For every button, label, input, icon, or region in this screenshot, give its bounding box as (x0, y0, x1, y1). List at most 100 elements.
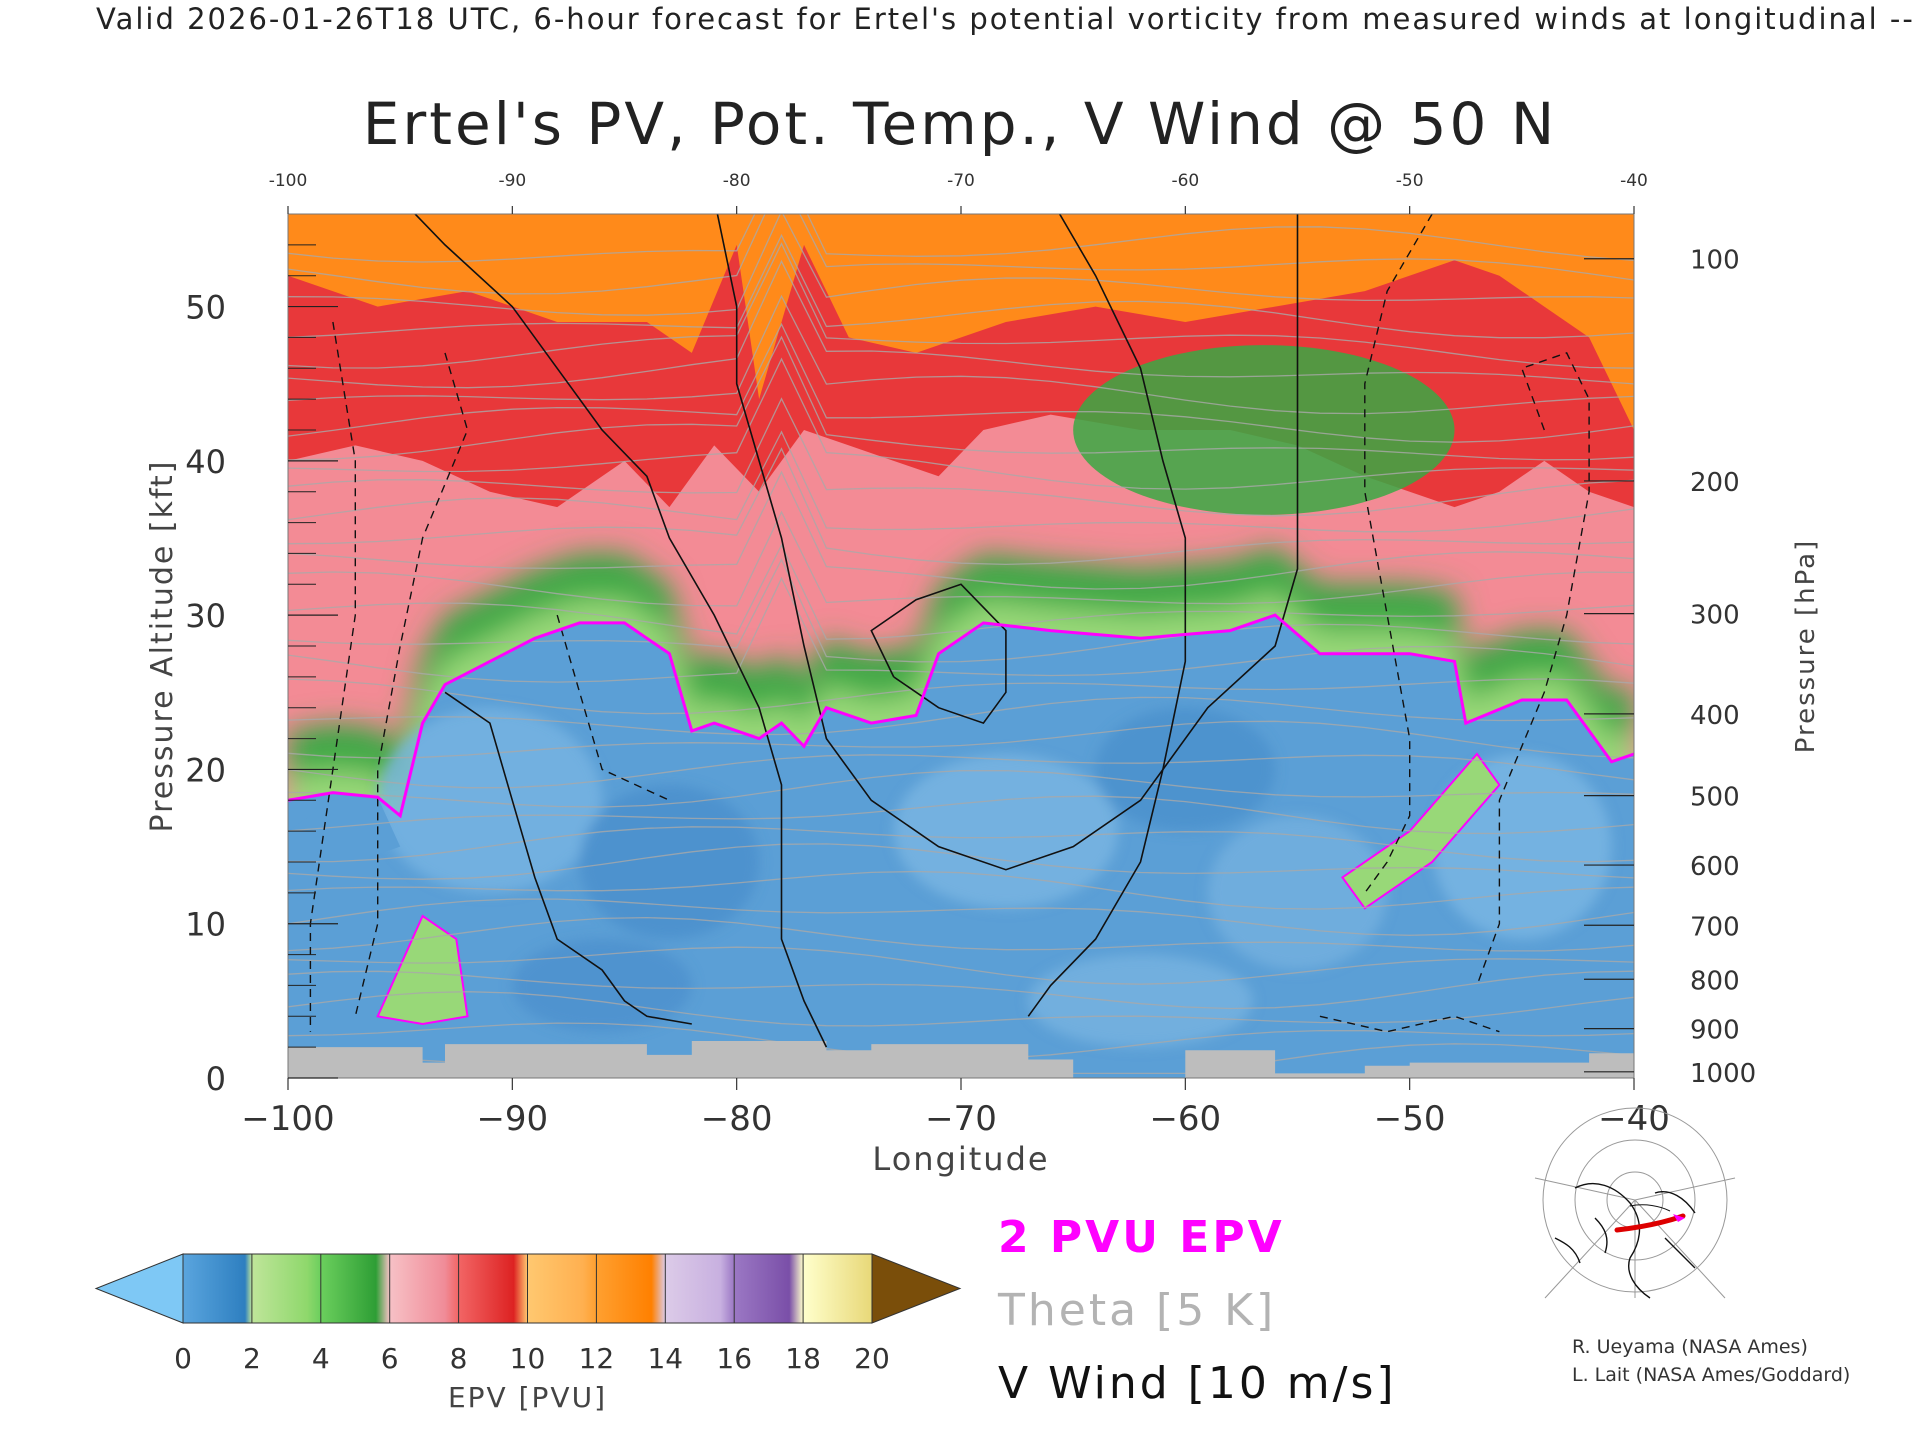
x-tick-label-top: -40 (1620, 171, 1648, 191)
pressure-tick-label: 900 (1690, 1016, 1740, 1046)
y-tick-label: 20 (185, 751, 226, 789)
credit-line-2: L. Lait (NASA Ames/Goddard) (1572, 1364, 1851, 1386)
chart-title: Ertel's PV, Pot. Temp., V Wind @ 50 N (362, 90, 1558, 158)
theta-contour (288, 916, 1634, 952)
axis-ticks (287, 206, 1635, 1090)
theta-contour (288, 397, 1634, 517)
x-tick-label-top: -90 (498, 171, 526, 191)
y-tick-label: 10 (185, 906, 226, 944)
pressure-tick-label: 600 (1690, 852, 1740, 882)
theta-contour (288, 898, 1634, 936)
y-tick-label: 40 (185, 443, 226, 481)
colorbar-tick-label: 6 (381, 1342, 399, 1375)
colorbar-tick-label: 12 (579, 1342, 615, 1375)
theta-contour (288, 242, 1634, 369)
y-tick-label: 50 (185, 289, 226, 327)
colorbar-tick-label: 4 (312, 1342, 330, 1375)
theta-contour (288, 946, 1634, 985)
pressure-tick-label: 100 (1690, 246, 1740, 276)
theta-contour (288, 510, 1634, 607)
theta-contour (288, 294, 1634, 415)
x-tick-label: −60 (1149, 1099, 1221, 1139)
theta-contour (288, 678, 1634, 715)
axis-labels: −100 -100 −90 -90 −80 -80 −70 -70 −60 -60 −50 -50 −4… (145, 171, 1821, 1178)
vwind-contour (413, 214, 828, 1048)
theta-contour (288, 769, 1634, 808)
x-axis-label: Longitude (872, 1140, 1049, 1178)
pressure-tick-label: 700 (1690, 912, 1740, 942)
vwind-contour (870, 583, 1007, 725)
vwind-contour-negative (1319, 1015, 1500, 1033)
colorbar-over-arrow (871, 1253, 962, 1324)
pressure-tick-label: 200 (1690, 468, 1740, 498)
theta-contour (288, 214, 1634, 316)
pv-field (288, 214, 1634, 1078)
theta-contour (288, 214, 1634, 263)
ground-mask (288, 1041, 1634, 1078)
vwind-contour-negative (309, 321, 356, 1032)
theta-contour (288, 795, 1634, 835)
x-tick-label-top: -60 (1171, 171, 1199, 191)
x-tick-label: −50 (1374, 1099, 1446, 1139)
pressure-tick-label: 400 (1690, 701, 1740, 731)
x-tick-label-top: -100 (269, 171, 308, 191)
legend-2pvu: 2 PVU EPV (998, 1212, 1285, 1263)
x-tick-label-top: -70 (947, 171, 975, 191)
x-tick-label-top: -80 (723, 171, 751, 191)
vwind-contour (1027, 214, 1187, 1017)
x-tick-label: −80 (701, 1099, 773, 1139)
pressure-tick-label: 1000 (1690, 1059, 1756, 1089)
x-tick-label: −100 (241, 1099, 334, 1139)
x-tick-label: −40 (1598, 1099, 1670, 1139)
colorbar-tick-label: 16 (716, 1342, 752, 1375)
legend-vwind: V Wind [10 m/s] (998, 1358, 1397, 1409)
colorbar-tick-label: 14 (647, 1342, 683, 1375)
colorbar: 0 2 4 6 8 10 12 14 16 18 20 EPV [PVU] (94, 1253, 962, 1414)
theta-contour (288, 870, 1634, 910)
y-tick-label: 30 (185, 597, 226, 635)
colorbar-tick-label: 0 (174, 1342, 192, 1375)
vwind-contour (444, 691, 692, 1025)
colorbar-label: EPV [PVU] (448, 1381, 607, 1414)
colorbar-under-arrow (94, 1253, 184, 1324)
pressure-axis-label: Pressure [hPa] (1791, 539, 1821, 754)
theta-contour (288, 558, 1634, 663)
x-tick-label: −70 (925, 1099, 997, 1139)
colorbar-tick-label: 10 (510, 1342, 546, 1375)
colorbar-tick-label: 18 (785, 1342, 821, 1375)
colorbar-tick-label: 8 (450, 1342, 468, 1375)
theta-contour (288, 335, 1634, 461)
theta-contour (288, 543, 1634, 640)
header-text: Valid 2026-01-26T18 UTC, 6-hour forecast… (96, 2, 1920, 36)
colorbar-tick-label: 2 (243, 1342, 261, 1375)
legend-theta: Theta [5 K] (998, 1285, 1277, 1336)
theta-contour (288, 357, 1634, 490)
x-tick-label: −90 (476, 1099, 548, 1139)
locator-map (1534, 1107, 1736, 1299)
vwind-contour-negative (556, 614, 670, 801)
x-tick-label-top: -50 (1396, 171, 1424, 191)
vwind-contour-negative (1476, 352, 1590, 986)
theta-contours (288, 214, 1634, 1075)
pv-tongue-west (376, 914, 469, 1026)
theta-contour (288, 470, 1634, 590)
theta-contour (288, 430, 1634, 533)
theta-contour (288, 970, 1634, 1010)
y-tick-label: 0 (206, 1060, 226, 1098)
theta-contour (288, 322, 1634, 443)
theta-contour (288, 233, 1634, 339)
theta-contour (288, 826, 1634, 863)
pressure-tick-label: 500 (1690, 783, 1740, 813)
theta-contour (288, 991, 1634, 1027)
theta-contour (288, 576, 1634, 683)
y-axis-label: Pressure Altitude [kft] (145, 460, 180, 833)
pressure-tick-label: 300 (1690, 601, 1740, 631)
pv-2pvu-contour (288, 613, 1634, 819)
colorbar-tick-label: 20 (854, 1342, 890, 1375)
theta-contour (288, 259, 1634, 389)
theta-contour (288, 447, 1634, 566)
ground-surface (288, 1041, 1634, 1078)
theta-contour (288, 214, 1634, 295)
theta-contour (288, 720, 1634, 759)
